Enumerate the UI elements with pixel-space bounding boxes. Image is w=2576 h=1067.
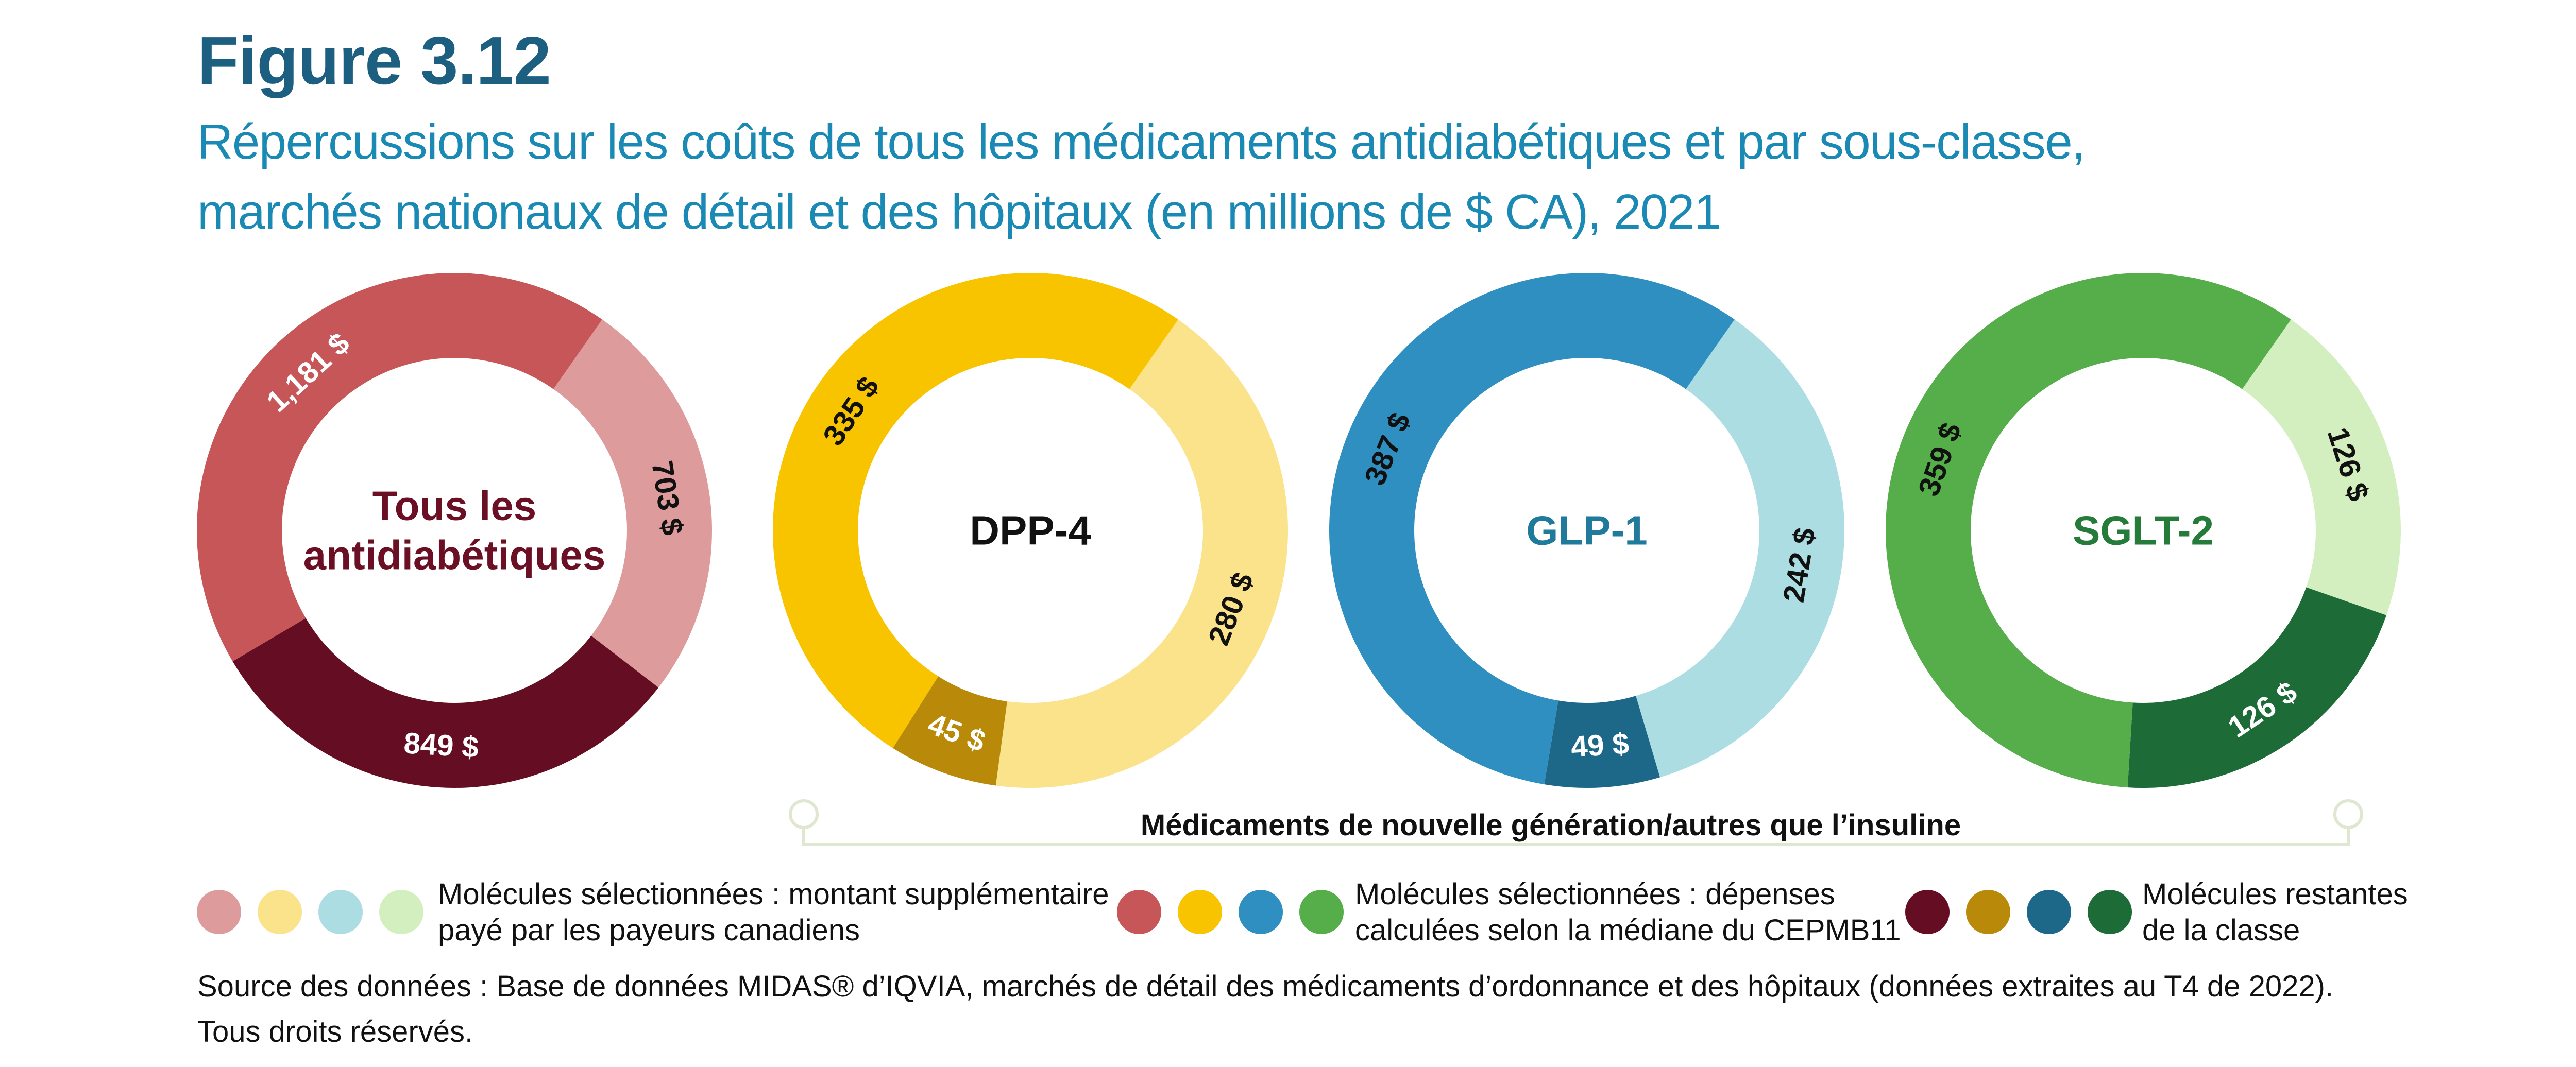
donut-3-center-label: SGLT-2: [2073, 508, 2214, 554]
legend-dot-median-2: [1239, 890, 1283, 934]
legend-dot-additional-1: [258, 890, 302, 934]
legend-remaining-line2: de la classe: [2142, 914, 2300, 947]
legend-text-remaining: Molécules restantes de la classe: [2142, 876, 2408, 949]
legend-remaining-line1: Molécules restantes: [2142, 877, 2408, 911]
donut-1-slice-mediane: [773, 273, 1178, 748]
donut-group: 703 $849 $1,181 $Tous lesantidiabétiques…: [196, 272, 2401, 788]
bracket-label: Médicaments de nouvelle génération/autre…: [1141, 808, 1961, 842]
legend-dot-remaining-3: [2088, 890, 2132, 934]
source-line2: Tous droits réservés.: [197, 1015, 473, 1048]
bracket: [789, 799, 2363, 846]
donut-charts: 703 $849 $1,181 $Tous lesantidiabétiques…: [196, 272, 2401, 846]
figure-label: Figure 3.12: [197, 23, 551, 98]
donut-0-center-label: Tous les: [372, 483, 537, 529]
figure-title-line2: marchés nationaux de détail et des hôpit…: [197, 184, 1721, 239]
legend-dot-median-3: [1299, 890, 1344, 934]
donut-3-slice-restantes: [2127, 587, 2387, 788]
legend-additional-line2: payé par les payeurs canadiens: [438, 914, 860, 947]
donut-2-slice-restantes: [1544, 696, 1660, 788]
source-note: Source des données : Base de données MID…: [197, 964, 2567, 1055]
donut-2-label-restantes: 49 $: [1570, 727, 1630, 764]
legend-dot-additional-2: [318, 890, 363, 934]
donut-1-center-label: DPP-4: [970, 508, 1091, 554]
legend-dot-median-1: [1178, 890, 1222, 934]
donut-3-slice-supplementaire: [2242, 319, 2401, 615]
donut-2-slice-mediane: [1329, 273, 1735, 785]
legend-median-line2: calculées selon la médiane du CEPMB11: [1355, 914, 1901, 947]
donut-3-slice-mediane: [1885, 272, 2291, 788]
legend-dot-median-0: [1117, 890, 1161, 934]
legend-dot-remaining-1: [1966, 890, 2010, 934]
legend-text-median: Molécules sélectionnées : dépenses calcu…: [1355, 876, 1901, 949]
donut-0-center-label: antidiabétiques: [303, 532, 606, 578]
donut-1-slice-supplementaire: [995, 319, 1289, 788]
bracket-right-node: [2333, 799, 2363, 829]
figure-title-line1: Répercussions sur les coûts de tous les …: [197, 114, 2086, 169]
legend-dot-additional-0: [197, 890, 241, 934]
legend-dot-remaining-2: [2027, 890, 2071, 934]
source-line1: Source des données : Base de données MID…: [197, 970, 2334, 1003]
donut-0-slice-restantes: [232, 618, 659, 788]
legend-additional-line1: Molécules sélectionnées : montant supplé…: [438, 877, 1109, 911]
legend-median-line1: Molécules sélectionnées : dépenses: [1355, 877, 1835, 911]
bracket-left-node: [789, 799, 819, 829]
legend-text-additional: Molécules sélectionnées : montant supplé…: [438, 876, 1109, 949]
figure-title: Répercussions sur les coûts de tous les …: [197, 107, 2464, 247]
bracket-line: [802, 818, 2350, 846]
donut-0-label-restantes: 849 $: [403, 726, 480, 764]
donut-0-slice-mediane: [196, 272, 602, 662]
donut-2-center-label: GLP-1: [1526, 508, 1648, 554]
donut-0-slice-supplementaire: [553, 319, 712, 688]
donut-1-slice-restantes: [893, 676, 1007, 786]
legend-dot-additional-3: [379, 890, 423, 934]
donut-2-slice-supplementaire: [1636, 319, 1845, 778]
legend-dot-remaining-0: [1905, 890, 1950, 934]
